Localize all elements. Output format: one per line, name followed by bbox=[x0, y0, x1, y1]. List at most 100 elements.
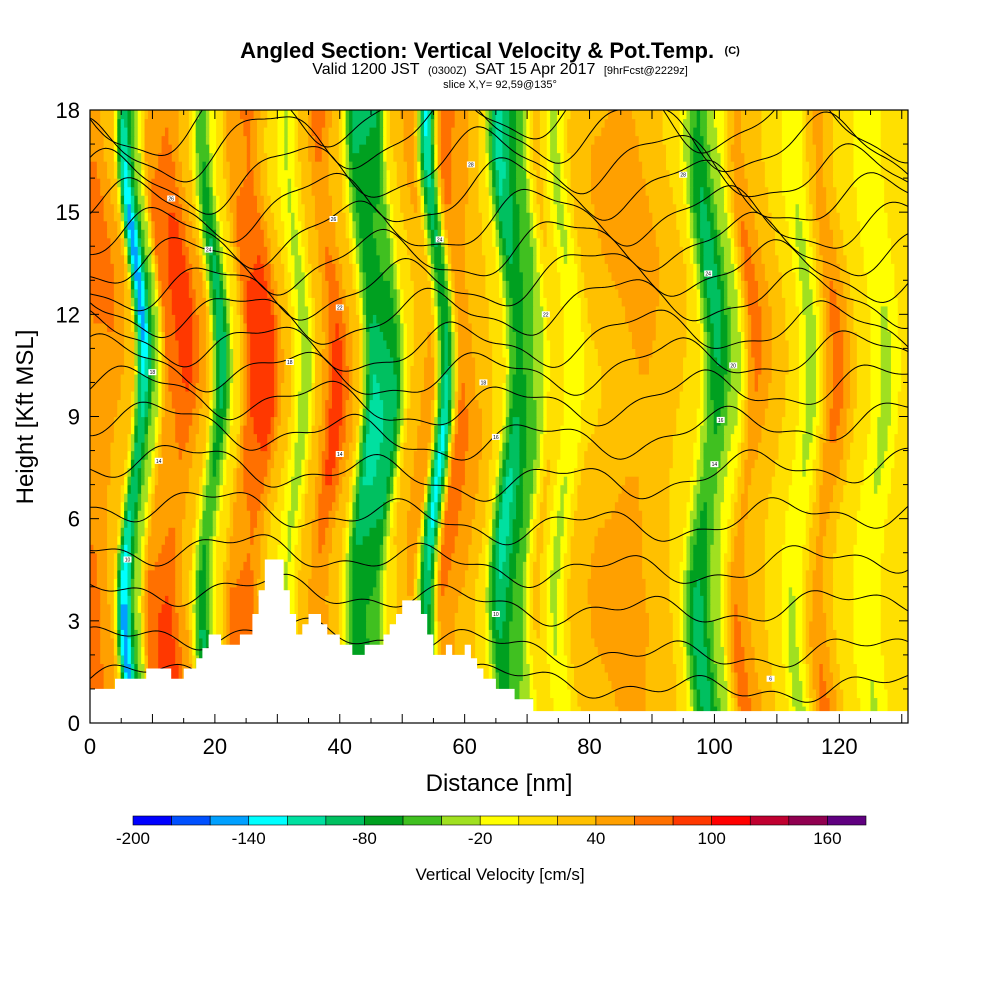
velocity-cell bbox=[867, 433, 878, 443]
velocity-cell bbox=[141, 322, 146, 332]
velocity-cell bbox=[222, 595, 227, 605]
velocity-cell bbox=[495, 518, 500, 528]
velocity-cell bbox=[850, 348, 858, 358]
velocity-cell bbox=[199, 595, 207, 605]
velocity-cell bbox=[144, 527, 149, 537]
velocity-cell bbox=[710, 646, 715, 656]
velocity-cell bbox=[151, 416, 156, 426]
velocity-cell bbox=[509, 654, 524, 664]
velocity-cell bbox=[693, 501, 698, 511]
velocity-cell bbox=[550, 365, 565, 375]
velocity-cell bbox=[502, 569, 510, 579]
velocity-cell bbox=[124, 535, 132, 545]
velocity-cell bbox=[219, 518, 231, 528]
velocity-cell bbox=[151, 399, 159, 409]
velocity-cell bbox=[134, 331, 139, 341]
velocity-cell bbox=[502, 382, 507, 392]
velocity-cell bbox=[349, 510, 354, 520]
velocity-cell bbox=[751, 331, 763, 341]
velocity-cell bbox=[833, 569, 855, 579]
velocity-cell bbox=[396, 390, 401, 401]
velocity-cell bbox=[546, 322, 565, 332]
velocity-cell bbox=[427, 348, 432, 358]
velocity-cell bbox=[362, 297, 367, 307]
velocity-cell bbox=[730, 654, 735, 664]
velocity-cell bbox=[822, 467, 841, 477]
velocity-cell bbox=[430, 544, 435, 554]
velocity-cell bbox=[740, 356, 745, 367]
velocity-cell bbox=[117, 518, 122, 528]
velocity-cell bbox=[567, 535, 572, 545]
velocity-cell bbox=[362, 399, 367, 409]
velocity-cell bbox=[686, 629, 691, 639]
velocity-cell bbox=[812, 603, 824, 613]
velocity-cell bbox=[359, 382, 364, 392]
velocity-cell bbox=[263, 527, 272, 537]
velocity-cell bbox=[877, 425, 889, 435]
velocity-cell bbox=[788, 501, 810, 511]
velocity-cell bbox=[822, 578, 834, 588]
velocity-cell bbox=[751, 467, 776, 477]
velocity-cell bbox=[625, 305, 657, 315]
velocity-cell bbox=[788, 705, 797, 716]
velocity-cell bbox=[492, 552, 497, 562]
velocity-cell bbox=[301, 527, 313, 537]
velocity-cell bbox=[147, 348, 152, 358]
velocity-cell bbox=[396, 518, 408, 528]
velocity-cell bbox=[304, 467, 309, 477]
velocity-cell bbox=[495, 535, 500, 545]
velocity-cell bbox=[328, 450, 336, 460]
velocity-cell bbox=[696, 510, 701, 520]
velocity-cell bbox=[338, 331, 347, 341]
velocity-cell bbox=[488, 663, 493, 673]
velocity-cell bbox=[447, 348, 452, 358]
velocity-cell bbox=[383, 603, 388, 613]
velocity-cell bbox=[546, 305, 565, 315]
velocity-cell bbox=[113, 578, 118, 588]
velocity-cell bbox=[437, 595, 459, 605]
velocity-cell bbox=[226, 373, 231, 384]
velocity-cell bbox=[740, 382, 745, 392]
velocity-cell bbox=[543, 518, 551, 528]
velocity-cell bbox=[226, 390, 231, 401]
chart-title-tag: (C) bbox=[725, 45, 741, 57]
velocity-cell bbox=[127, 561, 132, 571]
velocity-cell bbox=[219, 493, 224, 503]
velocity-cell bbox=[679, 561, 688, 571]
velocity-cell bbox=[901, 382, 908, 392]
velocity-cell bbox=[277, 339, 282, 349]
velocity-cell bbox=[188, 433, 197, 443]
velocity-cell bbox=[192, 578, 197, 588]
velocity-cell bbox=[553, 637, 558, 647]
velocity-cell bbox=[819, 331, 824, 341]
velocity-cell bbox=[209, 450, 214, 460]
velocity-cell bbox=[740, 501, 749, 511]
velocity-cell bbox=[267, 459, 275, 469]
velocity-cell bbox=[113, 612, 118, 622]
velocity-cell bbox=[451, 356, 456, 367]
velocity-cell bbox=[546, 467, 551, 477]
velocity-cell bbox=[730, 510, 735, 520]
velocity-cell bbox=[205, 612, 210, 622]
velocity-cell bbox=[458, 382, 463, 392]
velocity-cell bbox=[843, 390, 851, 401]
velocity-cell bbox=[124, 493, 129, 503]
velocity-cell bbox=[802, 467, 807, 477]
velocity-cell bbox=[284, 484, 292, 494]
velocity-cell bbox=[458, 518, 473, 528]
velocity-cell bbox=[710, 552, 722, 562]
velocity-cell bbox=[717, 476, 725, 486]
velocity-cell bbox=[188, 637, 193, 647]
velocity-cell bbox=[451, 450, 456, 460]
velocity-cell bbox=[805, 373, 817, 384]
velocity-cell bbox=[447, 484, 463, 494]
velocity-cell bbox=[239, 373, 244, 384]
velocity-cell bbox=[890, 331, 899, 341]
velocity-cell bbox=[277, 407, 282, 418]
velocity-cell bbox=[376, 518, 384, 528]
velocity-cell bbox=[199, 322, 207, 332]
velocity-cell bbox=[420, 535, 425, 545]
velocity-cell bbox=[205, 348, 210, 358]
velocity-cell bbox=[205, 331, 210, 341]
velocity-cell bbox=[188, 603, 193, 613]
